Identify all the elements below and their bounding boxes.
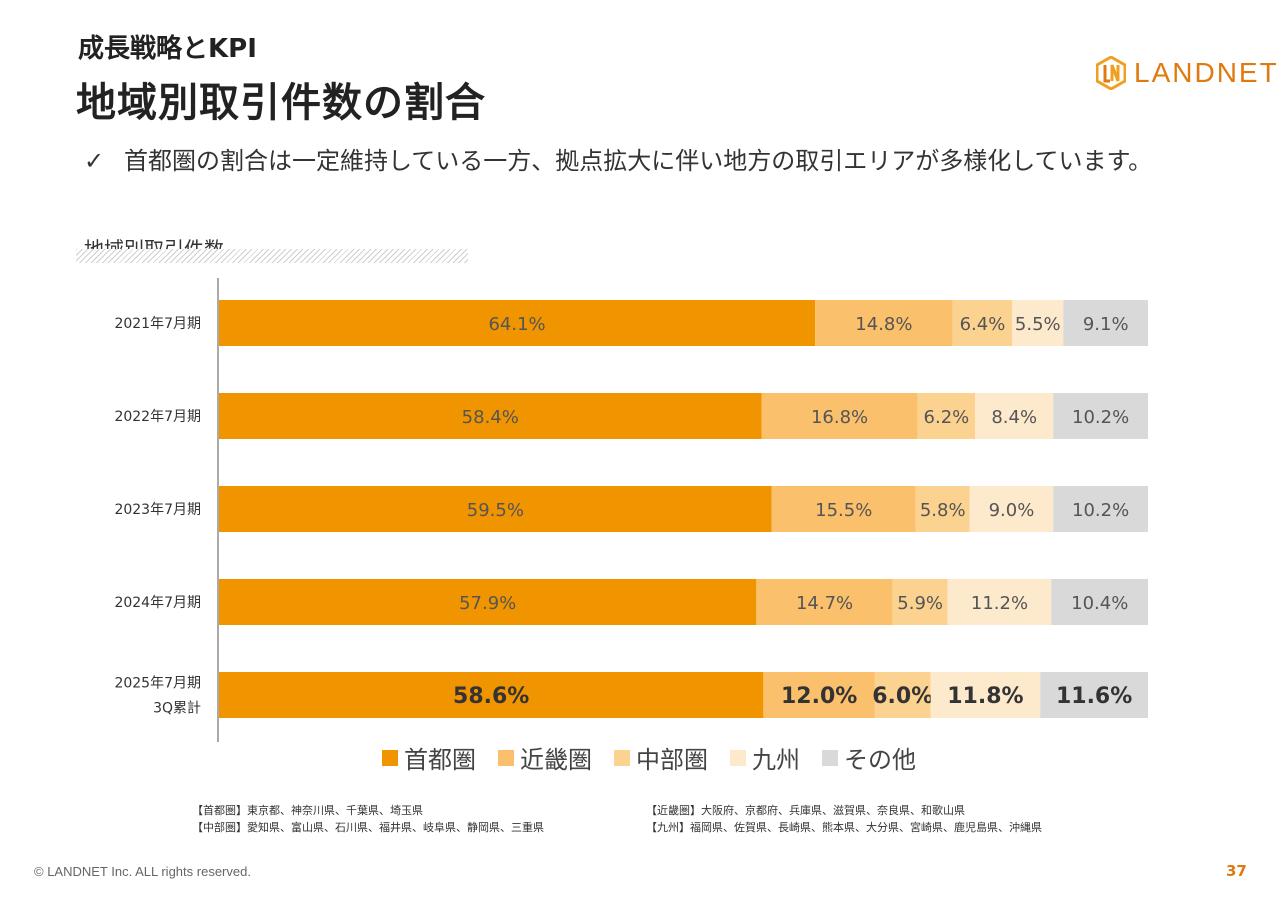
legend-swatch bbox=[822, 749, 838, 766]
data-label: 6.4% bbox=[960, 314, 1006, 335]
notes-right: 【近畿圏】大阪府、京都府、兵庫県、滋賀県、奈良県、和歌山県 【九州】福岡県、佐賀… bbox=[646, 802, 1042, 836]
data-label: 8.4% bbox=[991, 407, 1037, 428]
data-label: 16.8% bbox=[811, 407, 868, 428]
bar-segment bbox=[815, 300, 953, 346]
bar-segment bbox=[917, 393, 976, 439]
bar-segment bbox=[969, 486, 1054, 532]
data-label: 5.5% bbox=[1015, 314, 1061, 335]
chart-legend: 首都圏 近畿圏 中部圏 九州 その他 bbox=[382, 740, 916, 775]
check-icon: ✓ bbox=[84, 147, 105, 175]
data-label: 58.6% bbox=[453, 684, 529, 709]
data-label: 58.4% bbox=[462, 407, 519, 428]
bar-segment bbox=[761, 393, 918, 439]
bar-segment bbox=[892, 579, 948, 625]
logo: LANDNET bbox=[1096, 56, 1279, 90]
legend-label: 中部圏 bbox=[636, 746, 708, 774]
bar-segment bbox=[763, 672, 875, 718]
data-label: 9.0% bbox=[989, 500, 1035, 521]
logo-text: LANDNET bbox=[1134, 57, 1279, 88]
bar-segment bbox=[1053, 393, 1148, 439]
data-label: 10.4% bbox=[1071, 593, 1128, 614]
bar-segment bbox=[1040, 672, 1148, 718]
bullet-point: ✓ 首都圏の割合は一定維持している一方、拠点拡大に伴い地方の取引エリアが多様化し… bbox=[84, 146, 1204, 176]
legend-swatch bbox=[382, 749, 398, 766]
category-label: 3Q累計 bbox=[153, 701, 201, 717]
legend-item: 首都圏 bbox=[382, 740, 476, 775]
data-label: 5.9% bbox=[897, 593, 943, 614]
legend-label: その他 bbox=[844, 746, 916, 774]
data-label: 15.5% bbox=[815, 500, 872, 521]
bar-segment bbox=[1063, 300, 1148, 346]
legend-item: 九州 bbox=[730, 740, 800, 775]
bar-segment bbox=[874, 672, 931, 718]
note-line: 【近畿圏】大阪府、京都府、兵庫県、滋賀県、奈良県、和歌山県 bbox=[646, 804, 965, 817]
note-line: 【首都圏】東京都、神奈川県、千葉県、埼玉県 bbox=[192, 804, 423, 817]
bar-segment bbox=[219, 393, 762, 439]
data-label: 11.2% bbox=[971, 593, 1028, 614]
data-label: 6.0% bbox=[872, 684, 933, 709]
data-label: 11.8% bbox=[947, 684, 1023, 709]
landnet-logo-icon bbox=[1096, 56, 1126, 90]
copyright: © LANDNET Inc. ALL rights reserved. bbox=[34, 864, 251, 879]
legend-label: 首都圏 bbox=[404, 746, 476, 774]
bar-segment bbox=[219, 300, 816, 346]
bullet-text: 首都圏の割合は一定維持している一方、拠点拡大に伴い地方の取引エリアが多様化してい… bbox=[124, 147, 1153, 175]
bar-segment bbox=[219, 486, 772, 532]
data-label: 14.7% bbox=[796, 593, 853, 614]
legend-swatch bbox=[614, 749, 630, 766]
bar-segment bbox=[952, 300, 1013, 346]
note-line: 【九州】福岡県、佐賀県、長崎県、熊本県、大分県、宮崎県、鹿児島県、沖縄県 bbox=[646, 821, 1042, 834]
legend-item: 中部圏 bbox=[614, 740, 708, 775]
category-label: 2024年7月期 bbox=[114, 595, 201, 611]
bar-segment bbox=[947, 579, 1052, 625]
note-line: 【中部圏】愛知県、富山県、石川県、福井県、岐阜県、静岡県、三重県 bbox=[192, 821, 544, 834]
page-number: 37 bbox=[1226, 862, 1247, 880]
data-label: 57.9% bbox=[459, 593, 516, 614]
bar-segment bbox=[975, 393, 1054, 439]
bar-segment bbox=[756, 579, 893, 625]
legend-item: 近畿圏 bbox=[498, 740, 592, 775]
bar-segment bbox=[1053, 486, 1148, 532]
data-label: 59.5% bbox=[467, 500, 524, 521]
page-title: 地域別取引件数の割合 bbox=[76, 80, 486, 126]
notes-left: 【首都圏】東京都、神奈川県、千葉県、埼玉県 【中部圏】愛知県、富山県、石川県、福… bbox=[192, 802, 544, 836]
category-label: 2023年7月期 bbox=[114, 502, 201, 518]
bar-segment bbox=[1012, 300, 1064, 346]
bar-segment bbox=[1051, 579, 1148, 625]
bar-segment bbox=[219, 672, 764, 718]
data-label: 12.0% bbox=[781, 684, 857, 709]
legend-label: 九州 bbox=[752, 746, 800, 774]
data-label: 14.8% bbox=[855, 314, 912, 335]
legend-swatch bbox=[730, 749, 746, 766]
legend-swatch bbox=[498, 749, 514, 766]
section-subtitle: 成長戦略とKPI bbox=[78, 34, 257, 64]
data-label: 6.2% bbox=[924, 407, 970, 428]
bar-segment bbox=[915, 486, 970, 532]
data-label: 11.6% bbox=[1056, 684, 1132, 709]
data-label: 10.2% bbox=[1072, 407, 1129, 428]
category-label: 2021年7月期 bbox=[114, 316, 201, 332]
data-label: 9.1% bbox=[1083, 314, 1129, 335]
bar-segment bbox=[771, 486, 916, 532]
legend-label: 近畿圏 bbox=[520, 746, 592, 774]
bar-segment bbox=[219, 579, 757, 625]
chart-label-hatch bbox=[76, 249, 468, 263]
data-label: 10.2% bbox=[1072, 500, 1129, 521]
data-label: 5.8% bbox=[920, 500, 966, 521]
category-label: 2022年7月期 bbox=[114, 409, 201, 425]
legend-item: その他 bbox=[822, 740, 916, 775]
data-label: 64.1% bbox=[488, 314, 545, 335]
category-label: 2025年7月期 bbox=[114, 676, 201, 692]
bar-segment bbox=[930, 672, 1041, 718]
